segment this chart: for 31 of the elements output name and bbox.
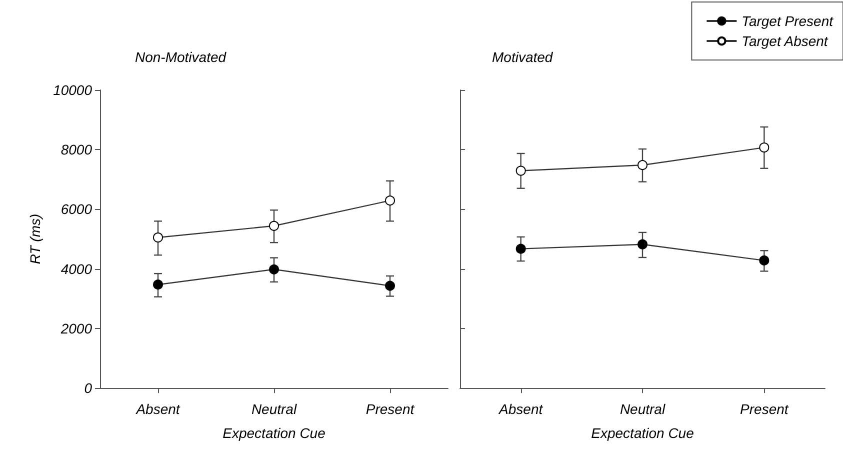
- legend-label: Target Absent: [742, 33, 829, 49]
- x-axis-title: Expectation Cue: [591, 425, 694, 441]
- legend-label: Target Present: [742, 13, 834, 29]
- point: [385, 280, 395, 291]
- point: [153, 280, 163, 290]
- point: [153, 232, 163, 243]
- y-tick-label: 6000: [60, 201, 92, 218]
- y-tick-label: 0: [84, 380, 92, 396]
- point: [269, 220, 279, 231]
- y-tick-label: 2000: [60, 320, 92, 336]
- chart-title: Non-Motivated: [135, 49, 228, 65]
- y-axis-title: RT (ms): [27, 214, 44, 264]
- y-tick-label: 8000: [60, 142, 92, 158]
- x-tick-label: Neutral: [620, 401, 666, 417]
- point: [638, 239, 648, 250]
- y-tick-label: 10000: [53, 82, 92, 98]
- x-tick-label: Absent: [135, 401, 181, 417]
- point: [759, 142, 770, 153]
- point: [516, 244, 526, 254]
- x-tick-label: Present: [366, 401, 416, 417]
- x-tick-label: Neutral: [251, 401, 298, 417]
- x-tick-label: Present: [740, 401, 790, 417]
- y-tick-label: 4000: [60, 260, 92, 277]
- x-axis-title: Expectation Cue: [222, 425, 326, 441]
- point: [269, 264, 279, 274]
- point: [759, 255, 770, 266]
- x-tick-label: Absent: [498, 401, 544, 417]
- point: [516, 166, 526, 176]
- point: [638, 160, 648, 170]
- point: [385, 196, 395, 206]
- chart-title: Motivated: [492, 49, 554, 65]
